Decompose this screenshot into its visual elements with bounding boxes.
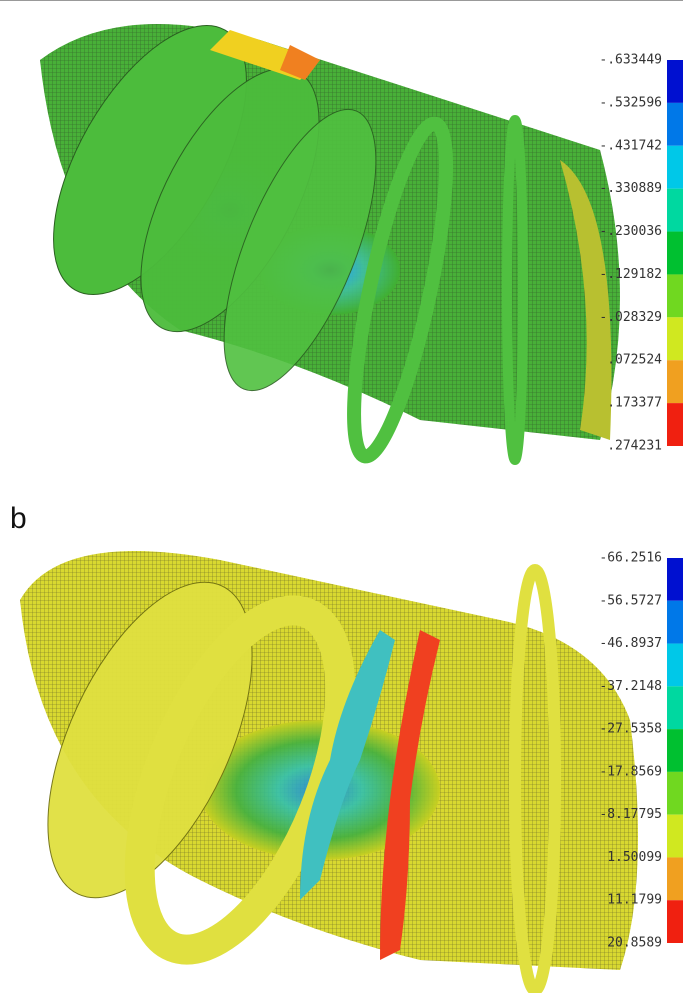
colorbar-band	[667, 900, 683, 943]
colorbar-label: -.633449	[599, 53, 662, 68]
colorbar-label: .072524	[607, 353, 662, 368]
colorbar-label: -.129182	[599, 267, 662, 282]
model-a	[14, 0, 620, 463]
colorbar-label: -.230036	[599, 224, 662, 239]
colorbar-label: .274231	[607, 439, 662, 454]
colorbar-label: 11.1799	[607, 893, 662, 908]
colorbar-label: -56.5727	[599, 593, 662, 608]
colorbar-label: -.532596	[599, 95, 662, 110]
panel-label: b	[10, 502, 27, 535]
colorbar-label: -37.2148	[599, 679, 662, 694]
colorbar-band	[667, 317, 683, 360]
colorbar-band	[667, 146, 683, 189]
colorbar-label: -.028329	[599, 310, 662, 325]
figure: -.633449 -.532596 -.431742 -.330889 -.230036…	[0, 0, 683, 993]
colorbar-label: 1.50099	[607, 850, 662, 865]
colorbar-band	[667, 60, 683, 103]
colorbar-band	[667, 601, 683, 644]
colorbar-band	[667, 232, 683, 275]
colorbar-label: .173377	[607, 396, 662, 411]
colorbar-label: -.330889	[599, 181, 662, 196]
colorbar-band	[667, 644, 683, 687]
colorbar-band	[667, 729, 683, 772]
colorbar-band	[667, 103, 683, 146]
colorbar-band	[667, 274, 683, 317]
colorbar-label: -17.8569	[599, 764, 662, 779]
colorbar-band	[667, 686, 683, 729]
colorbar-label: -27.5358	[599, 722, 662, 737]
colorbar-label: -46.8937	[599, 636, 662, 651]
colorbar-label: 20.8589	[607, 936, 662, 951]
colorbar-band	[667, 558, 683, 601]
colorbar-band	[667, 772, 683, 815]
colorbar-band	[667, 403, 683, 446]
colorbar-band	[667, 815, 683, 858]
model-b	[6, 551, 638, 990]
colorbar-band	[667, 189, 683, 232]
colorbar-band	[667, 360, 683, 403]
colorbar-label: -66.2516	[599, 551, 662, 566]
colorbar-label: -8.17795	[599, 807, 662, 822]
colorbar-label: -.431742	[599, 138, 662, 153]
colorbar-band	[667, 857, 683, 900]
